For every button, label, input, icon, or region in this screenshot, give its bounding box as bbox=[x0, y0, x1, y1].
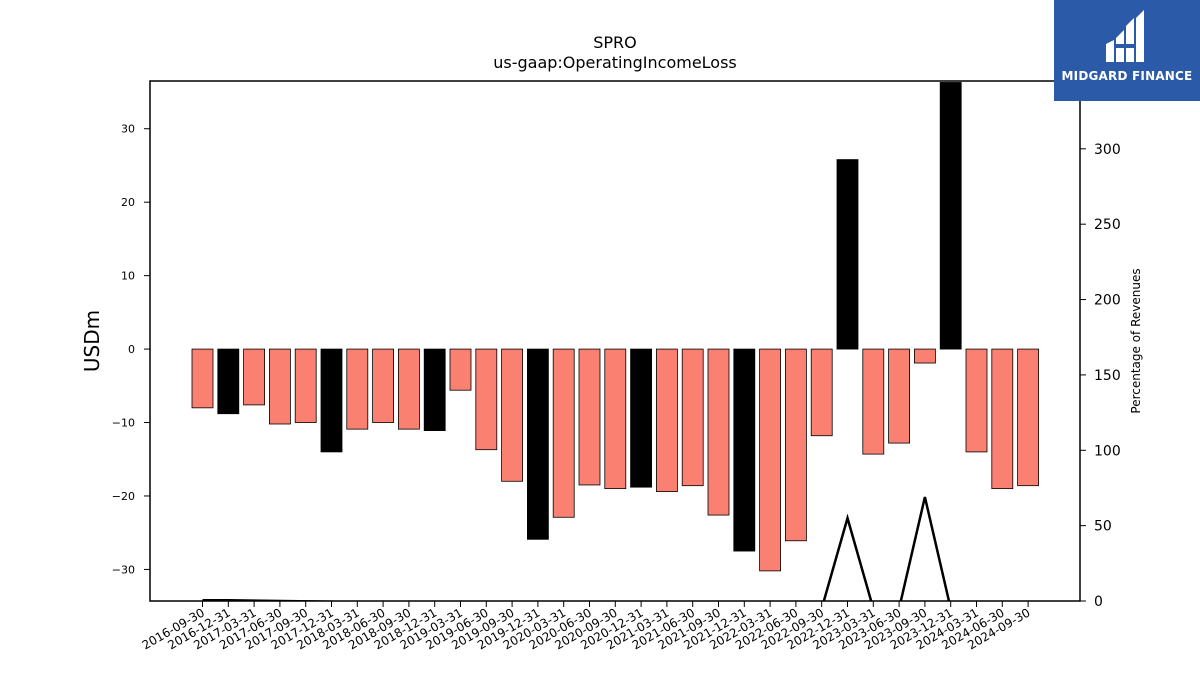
chart-title: SPRO bbox=[593, 33, 637, 52]
bar-2019-09-30 bbox=[501, 348, 524, 482]
bar-2018-06-30 bbox=[372, 348, 395, 423]
chart-subtitle: us-gaap:OperatingIncomeLoss bbox=[493, 53, 737, 72]
y-right-tick-label: 200 bbox=[1094, 293, 1121, 309]
bar-2018-09-30 bbox=[397, 348, 420, 430]
percentage-line bbox=[202, 496, 951, 601]
bar-2019-12-31 bbox=[527, 348, 549, 540]
y-axis-label: USDm bbox=[80, 310, 104, 372]
bar-2017-03-31 bbox=[243, 348, 266, 406]
bar-2023-06-30 bbox=[888, 348, 910, 444]
y-tick-label: 10 bbox=[121, 270, 135, 283]
bar-2022-12-31 bbox=[836, 159, 859, 350]
y-tick-label: −10 bbox=[112, 417, 135, 430]
y-right-tick-label: 250 bbox=[1094, 217, 1121, 233]
bar-2018-03-31 bbox=[346, 348, 369, 430]
bar-2017-12-31 bbox=[320, 348, 343, 453]
bar-group bbox=[191, 82, 1039, 572]
bar-2022-09-30 bbox=[810, 348, 833, 437]
y-tick-label: 30 bbox=[121, 123, 135, 136]
bar-2024-03-31 bbox=[965, 348, 988, 453]
y-right-tick-label: 0 bbox=[1094, 594, 1103, 610]
bar-2021-12-31 bbox=[733, 348, 756, 552]
y-tick-label: −20 bbox=[112, 490, 135, 503]
y-tick-label: −30 bbox=[112, 563, 135, 576]
logo-mark-icon bbox=[1106, 10, 1144, 62]
bar-2022-03-31 bbox=[759, 348, 781, 572]
bar-2019-03-31 bbox=[449, 348, 472, 391]
logo-text: MIDGARD FINANCE bbox=[1061, 69, 1193, 83]
bar-2016-12-31 bbox=[217, 348, 240, 415]
bar-2017-06-30 bbox=[268, 348, 291, 425]
bar-2017-09-30 bbox=[294, 348, 317, 423]
bar-2024-09-30 bbox=[1017, 348, 1039, 487]
y-axis-right: 0 50 100 150 200 250 300 bbox=[1080, 142, 1121, 610]
bar-2023-09-30 bbox=[914, 348, 936, 364]
bar-2024-06-30 bbox=[991, 348, 1014, 490]
y-axis-right-label: Percentage of Revenues bbox=[1129, 268, 1143, 413]
bar-2020-09-30 bbox=[604, 348, 627, 490]
y-right-tick-label: 300 bbox=[1094, 142, 1121, 158]
bar-2016-09-30 bbox=[191, 348, 214, 409]
bar-2021-09-30 bbox=[707, 348, 730, 516]
y-right-tick-label: 50 bbox=[1094, 519, 1112, 535]
bar-2020-06-30 bbox=[578, 348, 601, 486]
brand-logo: MIDGARD FINANCE bbox=[1054, 0, 1200, 101]
bar-2019-06-30 bbox=[475, 348, 498, 451]
bar-2018-12-31 bbox=[423, 348, 446, 432]
y-axis-left: −30 −20 −10 0 10 20 30 bbox=[112, 123, 150, 576]
y-right-tick-label: 150 bbox=[1094, 368, 1121, 384]
bar-2023-12-31 bbox=[939, 82, 962, 350]
bar-2022-06-30 bbox=[785, 348, 807, 542]
bar-2020-12-31 bbox=[630, 348, 652, 488]
y-right-tick-label: 100 bbox=[1094, 443, 1121, 459]
y-tick-label: 20 bbox=[121, 196, 135, 209]
bar-2021-06-30 bbox=[681, 348, 704, 487]
x-axis: 2016-09-302016-12-312017-03-312017-06-30… bbox=[140, 601, 1033, 652]
bar-2021-03-31 bbox=[656, 348, 678, 492]
bar-2023-03-31 bbox=[862, 348, 885, 455]
bar-2020-03-31 bbox=[552, 348, 575, 518]
y-tick-label: 0 bbox=[128, 343, 135, 356]
